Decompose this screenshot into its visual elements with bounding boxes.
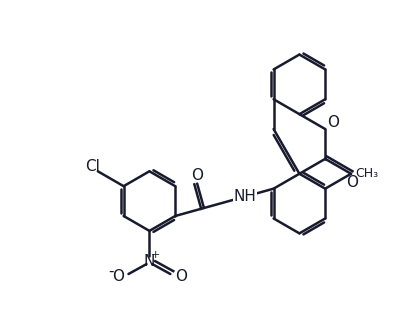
- Text: N: N: [144, 254, 155, 269]
- Text: NH: NH: [234, 189, 256, 204]
- Text: Cl: Cl: [86, 159, 100, 174]
- Text: O: O: [327, 115, 339, 130]
- Text: -: -: [109, 264, 114, 279]
- Text: CH₃: CH₃: [355, 167, 378, 180]
- Text: O: O: [175, 269, 187, 284]
- Text: O: O: [112, 269, 124, 284]
- Text: O: O: [191, 168, 203, 183]
- Text: O: O: [346, 175, 358, 190]
- Text: +: +: [151, 250, 160, 260]
